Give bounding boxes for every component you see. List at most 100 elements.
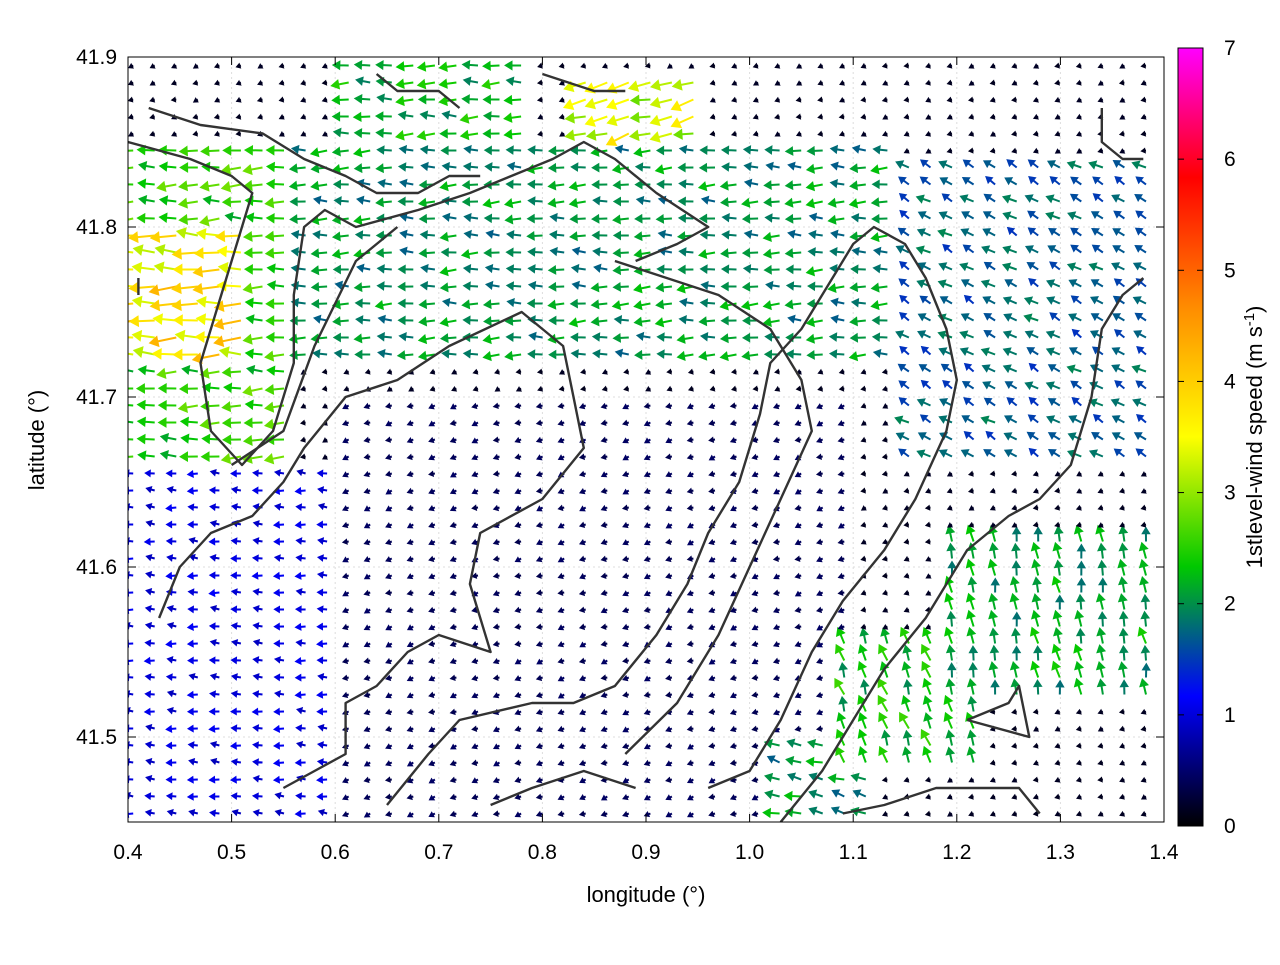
wind-arrow: [828, 332, 845, 342]
wind-arrow: [1054, 810, 1061, 817]
wind-arrow: [1009, 576, 1020, 593]
wind-arrow: [751, 573, 759, 580]
wind-arrow: [462, 264, 479, 274]
wind-arrow: [1068, 347, 1082, 356]
wind-arrow: [208, 792, 220, 801]
wind-arrow: [334, 280, 349, 290]
wind-arrow: [816, 606, 823, 614]
y-axis-label: latitude (°): [24, 390, 49, 491]
wind-arrow: [451, 368, 458, 375]
colorbar-label-sup: -1: [1241, 313, 1258, 326]
wind-arrow: [166, 707, 177, 715]
wind-arrow: [159, 449, 177, 460]
wind-arrow: [881, 538, 889, 545]
wind-arrow: [316, 469, 328, 478]
wind-arrow: [968, 521, 975, 528]
wind-arrow: [816, 641, 824, 648]
wind-arrow: [838, 695, 849, 712]
wind-arrow: [128, 639, 134, 648]
wind-arrow: [1048, 227, 1061, 237]
wind-arrow: [580, 368, 586, 375]
wind-arrow: [794, 590, 802, 597]
wind-arrow: [1066, 160, 1082, 170]
wind-arrow: [505, 264, 522, 274]
wind-arrow: [230, 588, 242, 596]
wind-arrow: [471, 793, 479, 801]
wind-arrow: [643, 437, 651, 444]
wind-arrow: [186, 469, 198, 478]
wind-arrow: [859, 678, 870, 695]
wind-arrow: [1092, 193, 1104, 203]
wind-arrow: [1068, 313, 1082, 322]
wind-arrow: [180, 433, 198, 444]
wind-arrow: [665, 437, 673, 444]
wind-arrow: [860, 505, 867, 511]
wind-arrow: [514, 675, 522, 682]
wind-arrow: [428, 726, 436, 733]
wind-arrow: [622, 657, 629, 664]
wind-arrow: [628, 129, 651, 142]
wind-arrow: [816, 556, 824, 563]
wind-arrow: [784, 146, 802, 156]
wind-arrow: [152, 313, 177, 326]
wind-arrow: [989, 504, 996, 511]
wind-arrow: [983, 312, 996, 322]
wind-arrow: [881, 810, 888, 817]
wind-arrow: [1119, 810, 1126, 817]
wind-arrow: [751, 538, 759, 546]
wind-arrow: [829, 178, 845, 189]
wind-arrow: [265, 161, 285, 173]
wind-arrow: [827, 197, 845, 208]
wind-arrow: [816, 590, 824, 597]
wind-arrow: [492, 402, 500, 410]
wind-arrow: [1075, 742, 1082, 749]
wind-arrow: [740, 300, 759, 311]
wind-arrow: [201, 433, 220, 445]
wind-arrow: [178, 180, 198, 192]
wind-arrow: [989, 147, 996, 154]
wind-arrow: [449, 606, 457, 614]
wind-arrow: [1135, 210, 1147, 220]
wind-arrow: [1097, 470, 1104, 477]
wind-arrow: [1119, 470, 1126, 477]
wind-arrow: [1076, 543, 1087, 559]
wind-arrow: [982, 160, 996, 169]
wind-arrow: [157, 417, 177, 428]
wind-arrow: [428, 606, 436, 614]
wind-arrow: [601, 368, 608, 375]
wind-arrow: [535, 640, 543, 648]
wind-arrow: [128, 369, 134, 373]
wind-arrow: [1066, 262, 1082, 272]
wind-arrow: [708, 777, 716, 784]
wind-arrow: [420, 263, 436, 274]
wind-arrow: [731, 368, 737, 375]
wind-arrow: [656, 332, 672, 342]
wind-arrow: [363, 726, 371, 733]
wind-arrow: [764, 145, 780, 155]
wind-arrow: [272, 724, 285, 734]
coastline: [779, 277, 1145, 822]
wind-arrow: [937, 228, 953, 238]
wind-arrow: [762, 248, 780, 259]
wind-arrow: [243, 247, 263, 259]
wind-arrow: [1046, 296, 1061, 305]
wind-arrow: [492, 810, 500, 818]
wind-arrow: [665, 505, 673, 512]
wind-arrow: [1075, 79, 1082, 86]
wind-arrow: [851, 144, 867, 154]
wind-arrow: [925, 573, 932, 579]
wind-arrow: [665, 590, 673, 597]
wind-arrow: [278, 62, 285, 69]
wind-arrow: [137, 178, 155, 189]
wind-arrow: [585, 129, 608, 141]
wind-arrow: [698, 162, 716, 173]
wind-arrow: [1045, 347, 1061, 357]
wind-arrow: [592, 195, 608, 206]
wind-arrow: [482, 299, 500, 310]
wind-arrow: [966, 746, 977, 763]
wind-arrow: [1076, 560, 1087, 576]
wind-arrow: [406, 760, 414, 767]
wind-arrow: [578, 487, 587, 495]
wind-arrow: [838, 368, 845, 375]
wind-arrow: [720, 248, 737, 259]
